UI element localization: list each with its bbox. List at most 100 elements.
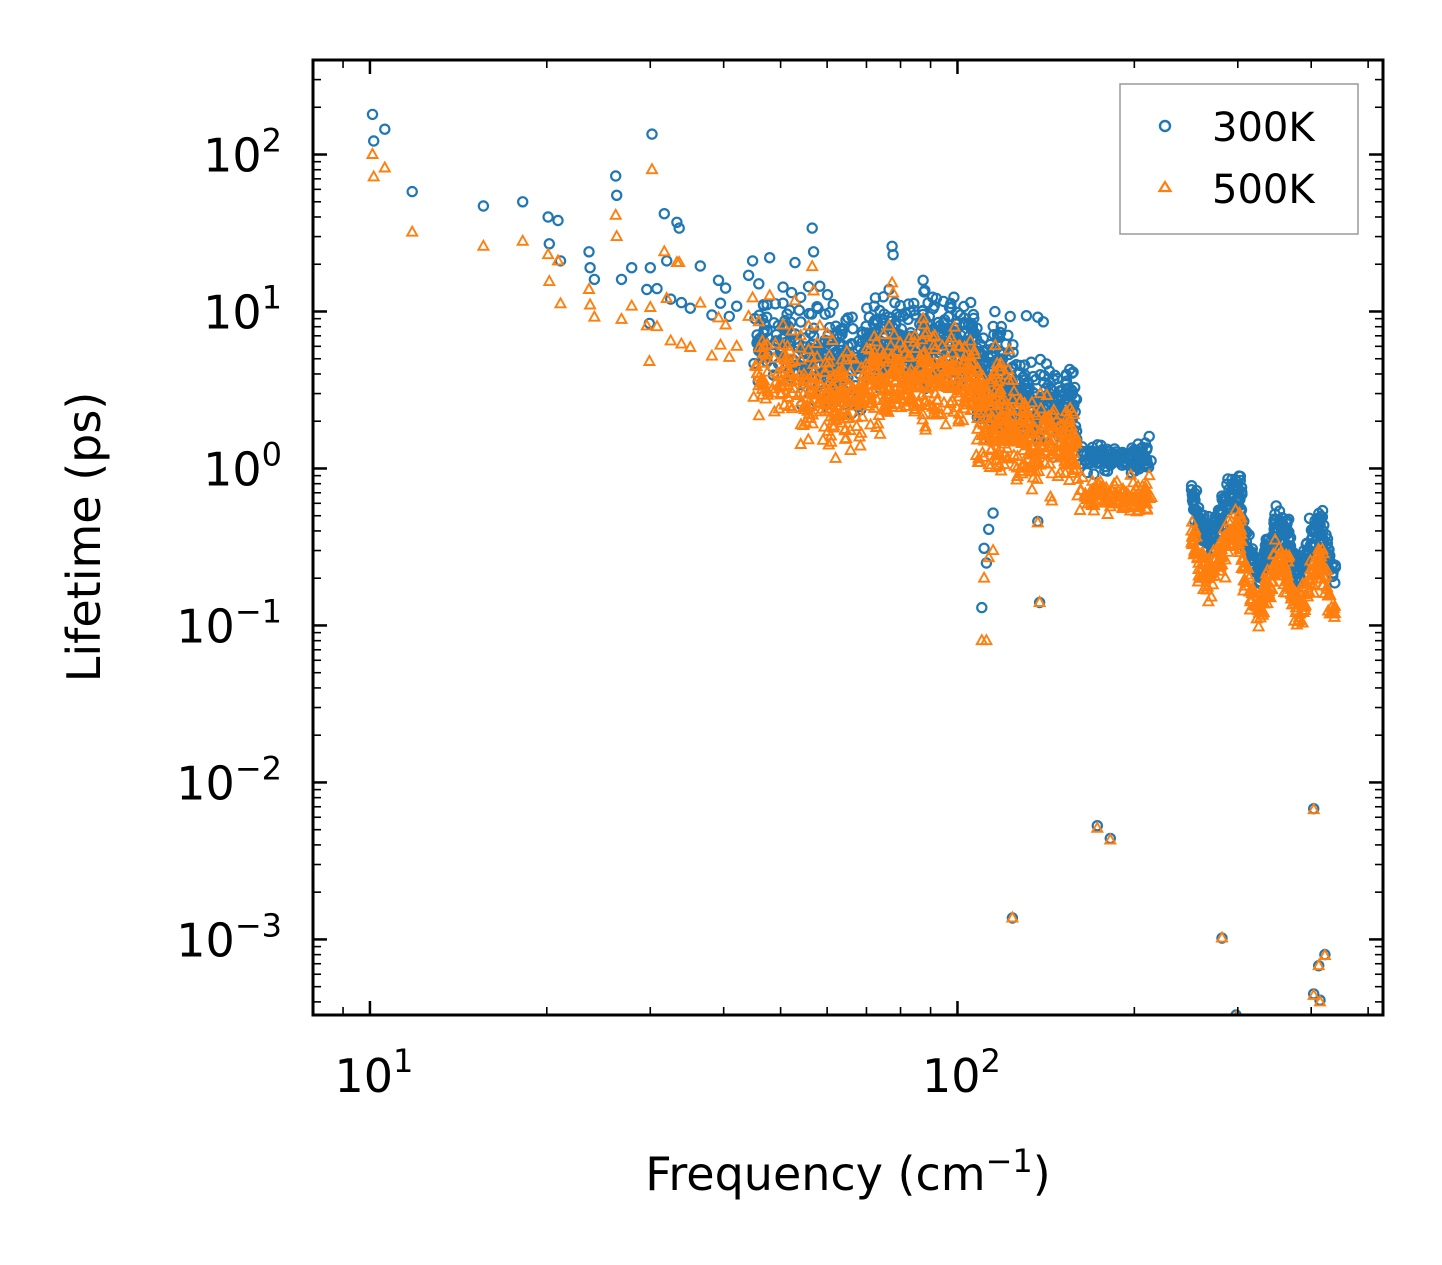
point-300k [731,300,743,312]
point-500k [988,460,1003,473]
point-300k [992,331,1004,344]
point-500k [806,283,821,296]
point-500k [1303,575,1317,588]
point-300k [902,313,914,326]
point-300k [583,246,595,258]
point-500k [880,402,894,415]
point-500k [1282,548,1296,561]
point-500k [884,338,898,351]
point-500k [787,381,801,394]
point-500k [1139,488,1153,501]
point-500k [849,419,864,432]
point-500k [825,333,840,345]
point-500k [1062,473,1077,486]
point-300k [665,293,677,305]
point-500k [801,342,816,355]
point-500k [772,369,786,382]
point-500k [994,356,1008,369]
point-500k [982,392,997,405]
point-500k [806,357,820,370]
point-300k [684,302,697,314]
point-500k [1116,501,1130,513]
point-500k [582,282,596,294]
point-300k [1132,438,1144,450]
point-500k [894,356,909,369]
point-500k [1318,948,1332,960]
point-500k [1128,481,1143,494]
point-300k [1301,543,1314,556]
point-500k [968,347,982,359]
point-500k [1044,418,1058,431]
point-500k [988,338,1002,351]
point-500k [1025,395,1039,408]
point-500k [1268,532,1282,545]
point-300k [1037,376,1050,389]
point-300k [978,542,990,555]
point-300k [945,297,957,310]
point-300k [826,340,839,353]
point-500k [759,347,774,360]
point-500k [989,370,1004,383]
point-500k [957,353,972,366]
point-500k [1307,987,1321,1000]
point-500k [843,377,857,390]
point-300k [861,302,873,314]
point-300k [836,325,849,337]
tick-label: 101 [203,278,282,339]
point-500k [752,340,766,353]
point-500k [1103,832,1117,845]
point-500k [711,310,726,323]
point-500k [660,291,674,303]
point-500k [1063,420,1077,433]
point-500k [1045,493,1059,506]
point-500k [837,369,851,382]
point-500k [1250,599,1264,612]
point-500k [664,333,678,346]
point-500k [934,377,949,390]
point-300k [1081,457,1093,469]
point-500k [1018,400,1032,413]
point-500k [984,410,998,423]
point-300k [764,252,776,264]
point-500k [796,400,811,413]
point-300k [1085,445,1098,457]
point-500k [916,407,930,420]
point-500k [1215,930,1229,943]
point-300k [927,302,939,315]
point-300k [406,185,418,198]
point-300k [517,196,529,208]
point-300k [783,304,796,316]
point-500k [772,401,786,414]
point-500k [826,377,840,390]
point-300k [646,128,658,140]
point-500k [961,388,975,400]
point-500k [1045,432,1059,445]
tick-label: 100 [203,435,282,496]
point-500k [1016,427,1031,440]
point-500k [898,376,912,389]
point-500k [1066,462,1081,475]
point-500k [921,352,936,364]
point-500k [964,365,978,378]
point-500k [1010,427,1025,440]
point-500k [1323,606,1337,619]
point-500k [828,450,843,463]
point-300k [980,557,993,569]
point-500k [816,432,830,445]
point-300k [1143,430,1155,443]
point-500k [1253,585,1267,598]
point-500k [880,380,895,393]
point-500k [867,329,881,342]
point-500k [801,318,816,331]
point-300k [926,291,939,303]
point-500k [1002,342,1016,355]
point-500k [405,224,419,237]
point-500k [1061,455,1075,468]
point-500k [1297,599,1312,612]
point-500k [1312,566,1327,579]
point-300k [982,351,995,364]
point-300k [1225,490,1238,503]
point-500k [916,311,930,324]
point-500k [805,368,819,381]
point-500k [997,391,1011,404]
